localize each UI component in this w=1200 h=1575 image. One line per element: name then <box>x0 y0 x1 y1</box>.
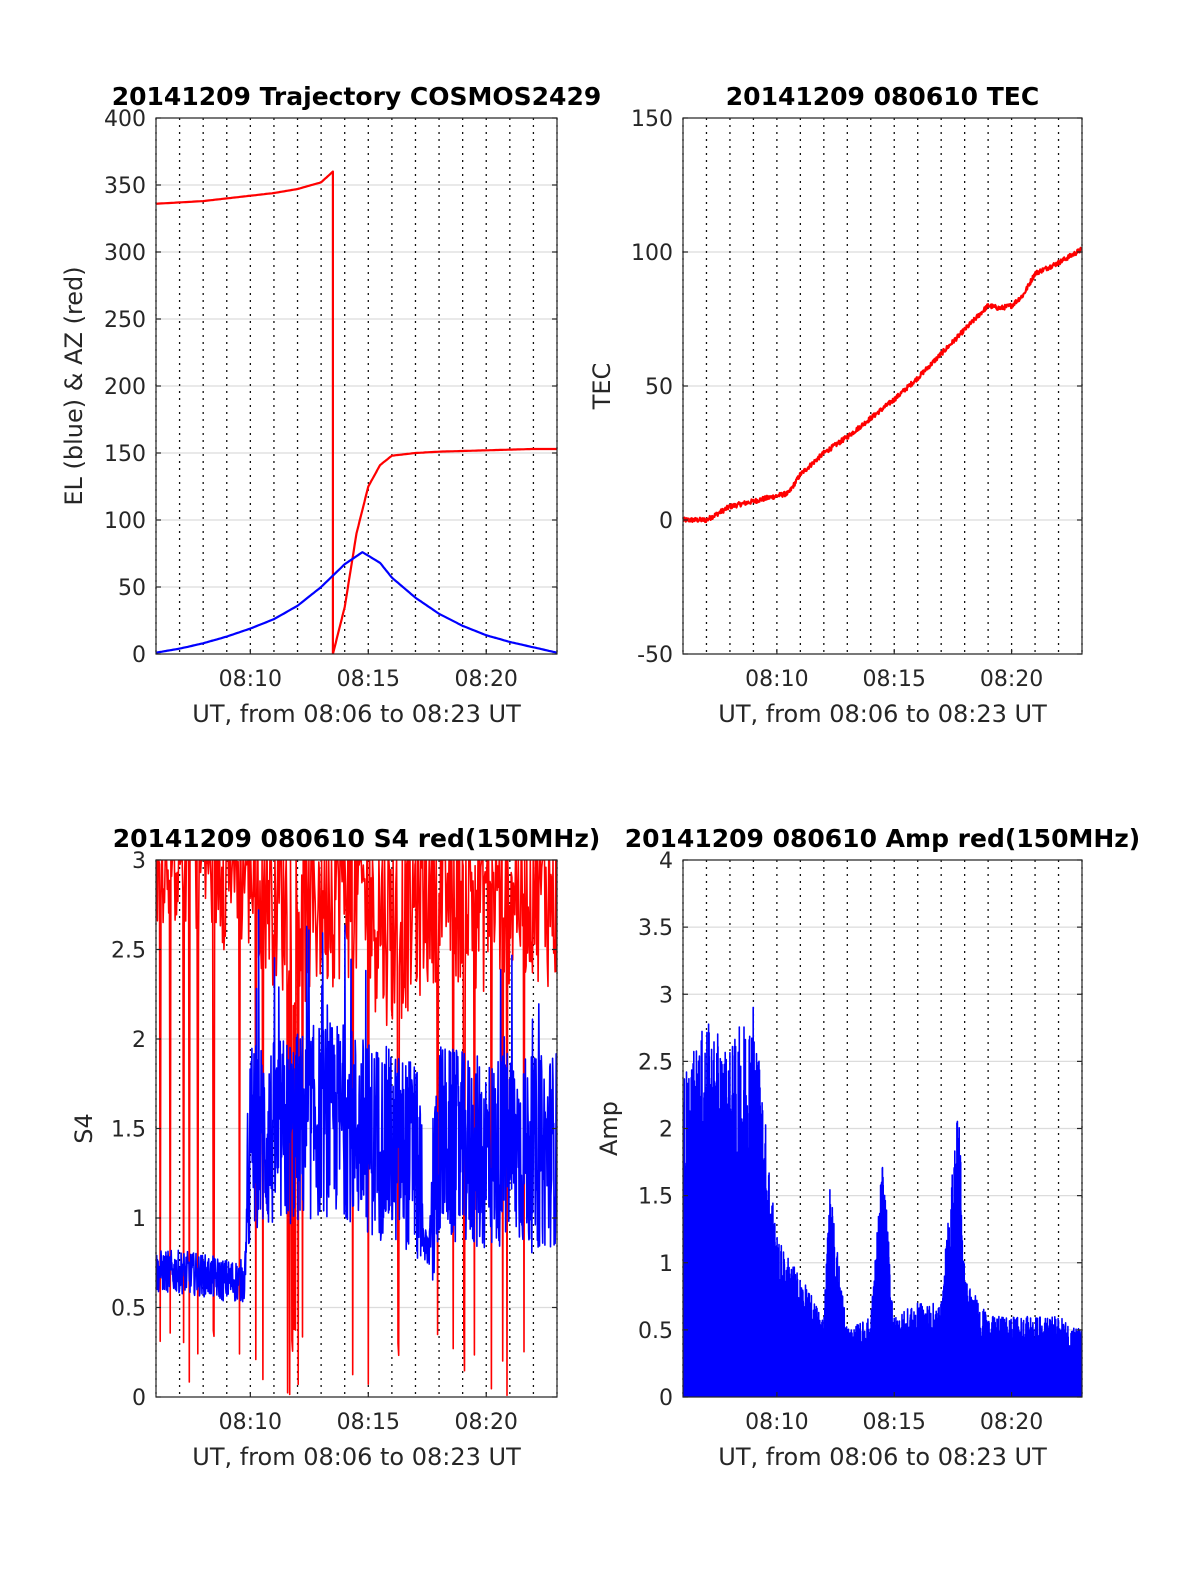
chart-title: 20141209 080610 S4 red(150MHz) <box>113 824 601 853</box>
y-tick-label: 300 <box>104 241 146 266</box>
x-tick-label: 08:10 <box>219 667 282 692</box>
series-line-2 <box>156 909 557 1303</box>
chart-panel-2: -50 0 50 100 150 08:10 08:15 08:20 20141209 0806… <box>588 82 1083 728</box>
y-tick-label: 0 <box>659 509 673 534</box>
y-tick-label: 0.5 <box>638 1319 673 1344</box>
series-group <box>683 246 1082 524</box>
y-tick-label: 200 <box>104 375 146 400</box>
x-axis-label: UT, from 08:06 to 08:23 UT <box>718 1443 1047 1471</box>
chart-panel-4: 0 0.5 1 1.5 2 2.5 3 3.5 4 08:10 08:15 08:20 20141209… <box>595 824 1140 1471</box>
x-tick-label: 08:10 <box>219 1410 282 1435</box>
chart-title: 20141209 080610 TEC <box>726 82 1039 111</box>
y-tick-label: 2.5 <box>638 1050 673 1075</box>
chart-panel-3: 0 0.5 1 1.5 2 2.5 3 08:10 08:15 08:20 20141209 080… <box>70 824 600 1471</box>
x-tick-label: 08:15 <box>863 1410 926 1435</box>
y-tick-label: 150 <box>104 442 146 467</box>
y-tick-label: 100 <box>631 241 673 266</box>
y-tick-label: 2 <box>132 1028 146 1053</box>
x-axis-label: UT, from 08:06 to 08:23 UT <box>192 700 521 728</box>
x-tick-label: 08:20 <box>455 1410 518 1435</box>
y-tick-label: 3 <box>659 983 673 1008</box>
y-tick-label: 0 <box>132 643 146 668</box>
x-tick-label: 08:20 <box>455 667 518 692</box>
y-tick-label: 2.5 <box>111 939 146 964</box>
y-tick-label: 50 <box>645 375 673 400</box>
series-group <box>683 1006 1082 1397</box>
y-axis-label: S4 <box>70 1113 98 1144</box>
x-tick-label: 08:15 <box>337 667 400 692</box>
x-tick-label: 08:15 <box>337 1410 400 1435</box>
chart-title: 20141209 080610 Amp red(150MHz) <box>625 824 1141 853</box>
x-tick-label: 08:10 <box>745 1410 808 1435</box>
y-tick-label: 4 <box>659 849 673 874</box>
y-tick-label: 2 <box>659 1118 673 1143</box>
y-tick-label: -50 <box>637 643 673 668</box>
chart-panel-1: 0 50 100 150 200 250 300 350 400 08:10 08:15 08:20 2… <box>60 82 601 728</box>
y-axis-label: Amp <box>595 1101 623 1156</box>
series-line-1 <box>156 170 557 654</box>
series-group <box>156 170 557 654</box>
y-tick-label: 1 <box>659 1252 673 1277</box>
x-tick-label: 08:20 <box>980 667 1043 692</box>
y-tick-label: 400 <box>104 107 146 132</box>
x-tick-label: 08:10 <box>745 667 808 692</box>
y-tick-label: 1.5 <box>111 1118 146 1143</box>
y-tick-label: 3 <box>132 849 146 874</box>
y-tick-label: 1 <box>132 1207 146 1232</box>
y-tick-label: 1.5 <box>638 1185 673 1210</box>
y-tick-label: 350 <box>104 174 146 199</box>
y-tick-label: 0 <box>659 1386 673 1411</box>
series-line-2 <box>156 551 557 654</box>
y-tick-label: 3.5 <box>638 916 673 941</box>
y-tick-label: 250 <box>104 308 146 333</box>
series-group <box>156 860 557 1397</box>
y-tick-label: 0 <box>132 1386 146 1411</box>
y-tick-label: 150 <box>631 107 673 132</box>
y-axis-label: TEC <box>588 363 616 411</box>
x-tick-label: 08:15 <box>863 667 926 692</box>
chart-title: 20141209 Trajectory COSMOS2429 <box>112 82 602 111</box>
y-tick-label: 0.5 <box>111 1297 146 1322</box>
y-axis-label: EL (blue) & AZ (red) <box>60 266 88 505</box>
y-tick-label: 100 <box>104 509 146 534</box>
x-axis-label: UT, from 08:06 to 08:23 UT <box>718 700 1047 728</box>
y-tick-label: 50 <box>118 576 146 601</box>
series-line-1 <box>683 246 1082 524</box>
x-tick-label: 08:20 <box>980 1410 1043 1435</box>
series-line-1 <box>156 860 557 1397</box>
series-line-1 <box>683 1006 1082 1397</box>
x-axis-label: UT, from 08:06 to 08:23 UT <box>192 1443 521 1471</box>
